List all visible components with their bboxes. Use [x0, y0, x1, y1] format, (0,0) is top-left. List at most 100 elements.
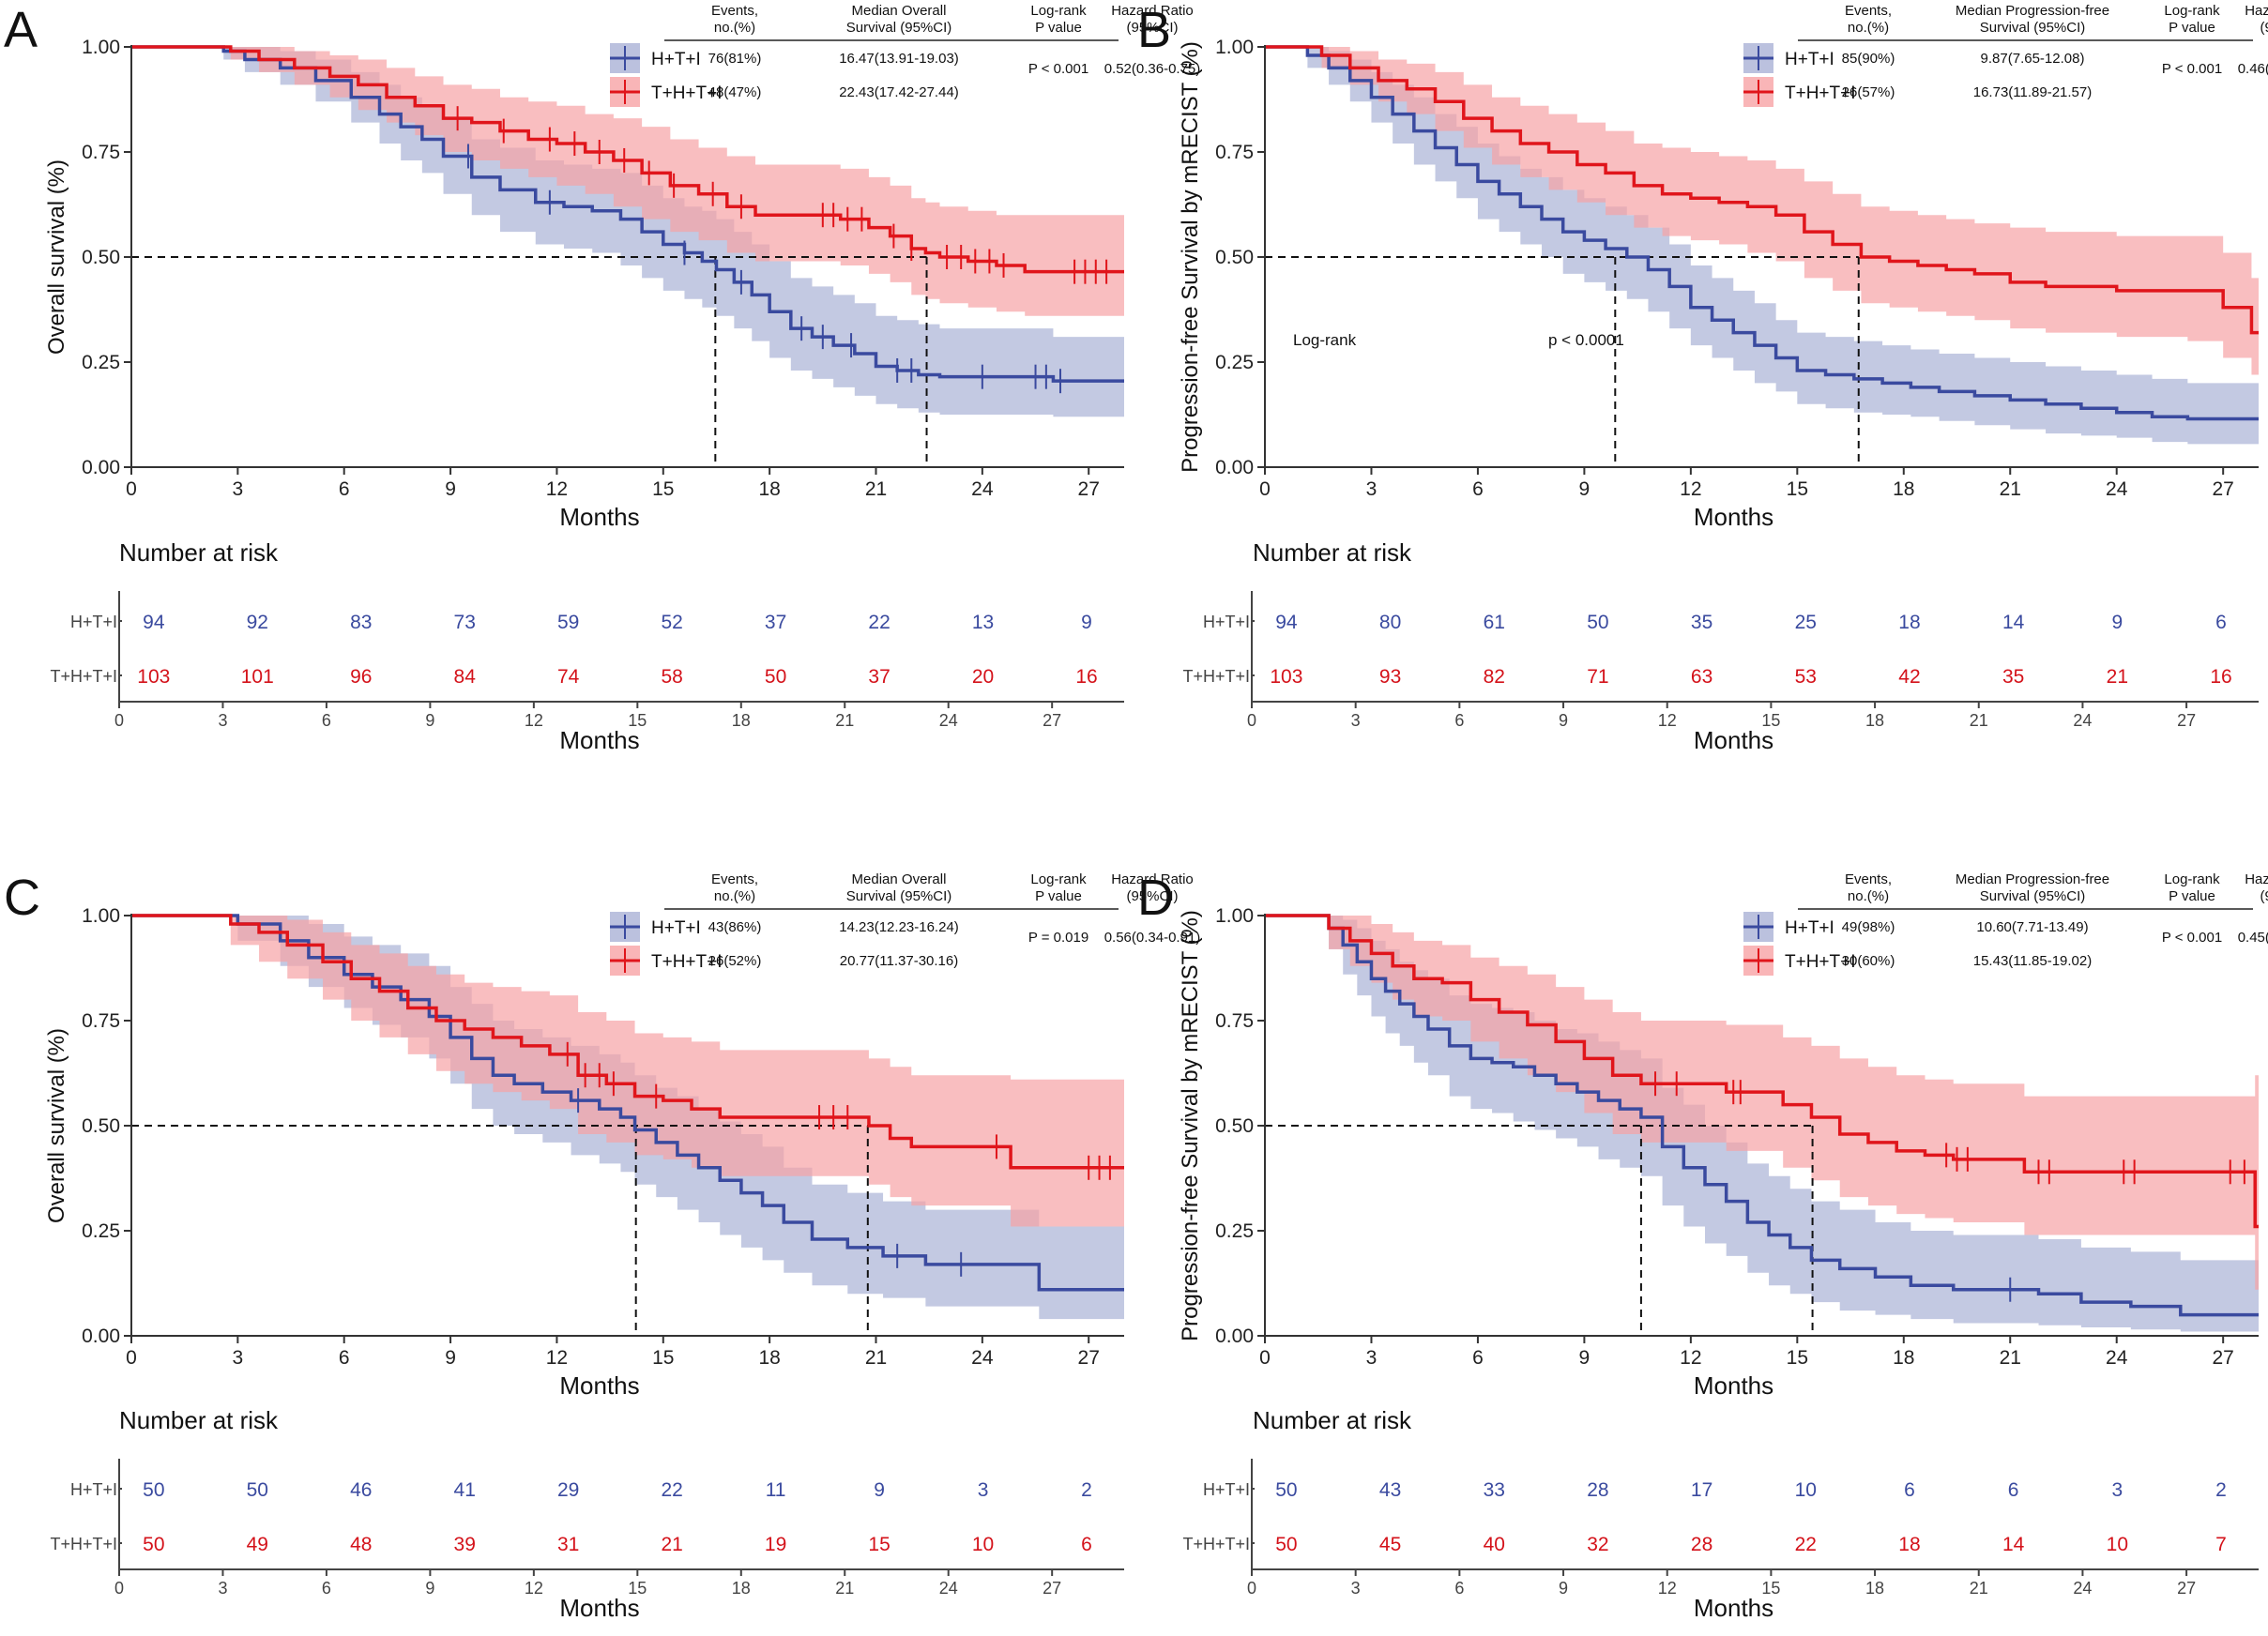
km-curve-htI: [131, 914, 1124, 1292]
x-tick-label: 0: [126, 478, 137, 500]
risk-value: 94: [143, 612, 165, 633]
risk-x-tick-label: 27: [1043, 1579, 1061, 1598]
x-axis-title: Months: [559, 503, 639, 531]
y-tick-label: 0.25: [1215, 1220, 1254, 1242]
km-curve-htI: [1265, 914, 2259, 1317]
risk-value: 37: [765, 612, 786, 633]
risk-row-label: H+T+I: [1203, 613, 1250, 631]
table-header-hr: Hazard Ratio: [2245, 871, 2268, 887]
table-header-hr: (95%CI): [2260, 888, 2268, 904]
risk-x-axis-title: Months: [1694, 726, 1773, 754]
table-median: 22.43(17.42-27.44): [839, 84, 959, 100]
table-header-hr: Hazard Ratio: [2245, 3, 2268, 19]
y-axis-title: Progression-free Survival by mRECIST (%): [1178, 41, 1203, 473]
ci-band-thtI: [131, 47, 1124, 316]
panel-letter: C: [4, 870, 40, 926]
table-header-hr: (95%CI): [1126, 20, 1178, 36]
risk-value: 22: [1795, 1534, 1817, 1555]
risk-value: 22: [868, 612, 890, 633]
x-tick-label: 3: [1366, 478, 1378, 500]
risk-x-tick-label: 12: [525, 711, 543, 730]
risk-value: 50: [1587, 612, 1608, 633]
y-tick-label: 0.00: [82, 1325, 120, 1347]
table-header-events: no.(%): [714, 888, 755, 904]
risk-value: 74: [557, 666, 580, 688]
risk-row-label: H+T+I: [1203, 1480, 1250, 1499]
table-header-median: Median Overall: [852, 871, 947, 887]
risk-x-tick-label: 21: [1970, 1579, 1988, 1598]
y-tick-label: 0.25: [82, 352, 120, 373]
y-tick-label: 0.00: [82, 457, 120, 478]
x-tick-label: 12: [1680, 478, 1701, 500]
table-header-events: no.(%): [714, 20, 755, 36]
risk-value: 21: [2107, 666, 2128, 688]
risk-x-tick-label: 0: [114, 711, 124, 730]
panel-b: B 0 3 6 9 12 15 18 21 24 27 0.00 0.25 0.50 0.75 1.00 Mon…: [1137, 2, 2268, 754]
risk-x-axis-title: Months: [559, 1594, 639, 1622]
y-tick-label: 1.00: [1215, 905, 1254, 927]
risk-value: 22: [661, 1479, 682, 1501]
y-tick-label: 1.00: [82, 905, 120, 927]
km-curve-thtI: [131, 914, 1124, 1170]
x-tick-label: 18: [758, 1347, 780, 1369]
y-tick-label: 0.00: [1215, 457, 1254, 478]
risk-value: 31: [557, 1534, 579, 1555]
x-tick-label: 24: [2106, 478, 2128, 500]
risk-x-tick-label: 12: [1658, 711, 1677, 730]
table-header-median: Median Progression-free: [1956, 871, 2109, 887]
risk-value: 9: [874, 1479, 885, 1501]
risk-value: 48: [350, 1534, 372, 1555]
table-header-logrank: P value: [2169, 20, 2215, 36]
risk-value: 16: [2210, 666, 2231, 688]
km-curve-thtI: [1265, 914, 2259, 1229]
risk-title: Number at risk: [1253, 538, 1412, 567]
y-tick-label: 0.75: [1215, 1010, 1254, 1032]
table-pvalue: P = 0.019: [1028, 930, 1088, 946]
risk-value: 19: [765, 1534, 786, 1555]
table-header-logrank: Log-rank: [2164, 3, 2220, 19]
x-tick-label: 3: [233, 1347, 244, 1369]
legend-label: T+H+T+I: [651, 83, 723, 103]
risk-value: 103: [1270, 666, 1302, 688]
risk-value: 83: [350, 612, 372, 633]
risk-value: 28: [1587, 1479, 1608, 1501]
risk-x-tick-label: 21: [835, 711, 854, 730]
y-tick-label: 0.25: [82, 1220, 120, 1242]
x-tick-label: 21: [2000, 478, 2021, 500]
risk-row-label: T+H+T+I: [50, 1535, 117, 1553]
table-events: 26(57%): [1842, 84, 1895, 100]
panel-d: D0 3 6 9 12 15 18 21 24 270.000.250.500.751.00Mon…: [1137, 870, 2268, 1622]
x-axis-title: Months: [1694, 503, 1773, 531]
risk-value: 40: [1484, 1534, 1505, 1555]
x-tick-label: 24: [971, 478, 994, 500]
risk-x-tick-label: 9: [425, 711, 434, 730]
y-axis-title: Overall survival (%): [44, 159, 69, 355]
table-median: 16.73(11.89-21.57): [1973, 84, 2092, 100]
x-tick-label: 3: [233, 478, 244, 500]
table-header-logrank: Log-rank: [1030, 3, 1087, 19]
annotation-logrank: Log-rank: [1293, 331, 1357, 349]
table-events: 43(86%): [708, 919, 762, 935]
risk-value: 10: [2107, 1534, 2128, 1555]
risk-value: 10: [972, 1534, 994, 1555]
panel-c: C 0 3 6 9 12 15 18 21 24 27 0.00 0.25 0.50 0.75 1.00 Mon…: [4, 870, 1200, 1622]
x-tick-label: 18: [758, 478, 780, 500]
table-hr: 0.52(0.36-0.75): [1104, 61, 1201, 77]
table-header-median: Survival (95%CI): [846, 20, 952, 36]
y-tick-label: 0.50: [82, 247, 120, 268]
risk-value: 92: [247, 612, 268, 633]
risk-value: 50: [143, 1479, 164, 1501]
table-median: 15.43(11.85-19.02): [1973, 953, 2092, 969]
risk-title: Number at risk: [119, 1406, 279, 1434]
x-tick-label: 12: [546, 478, 568, 500]
risk-value: 18: [1898, 1534, 1920, 1555]
x-tick-label: 18: [1893, 478, 1914, 500]
x-tick-label: 9: [445, 1347, 456, 1369]
risk-value: 35: [2002, 666, 2024, 688]
risk-value: 43: [1379, 1479, 1401, 1501]
table-header-logrank: P value: [1035, 888, 1082, 904]
risk-value: 15: [868, 1534, 890, 1555]
risk-x-tick-label: 0: [114, 1579, 124, 1598]
x-tick-label: 27: [1078, 478, 1100, 500]
y-tick-label: 0.75: [1215, 142, 1254, 163]
